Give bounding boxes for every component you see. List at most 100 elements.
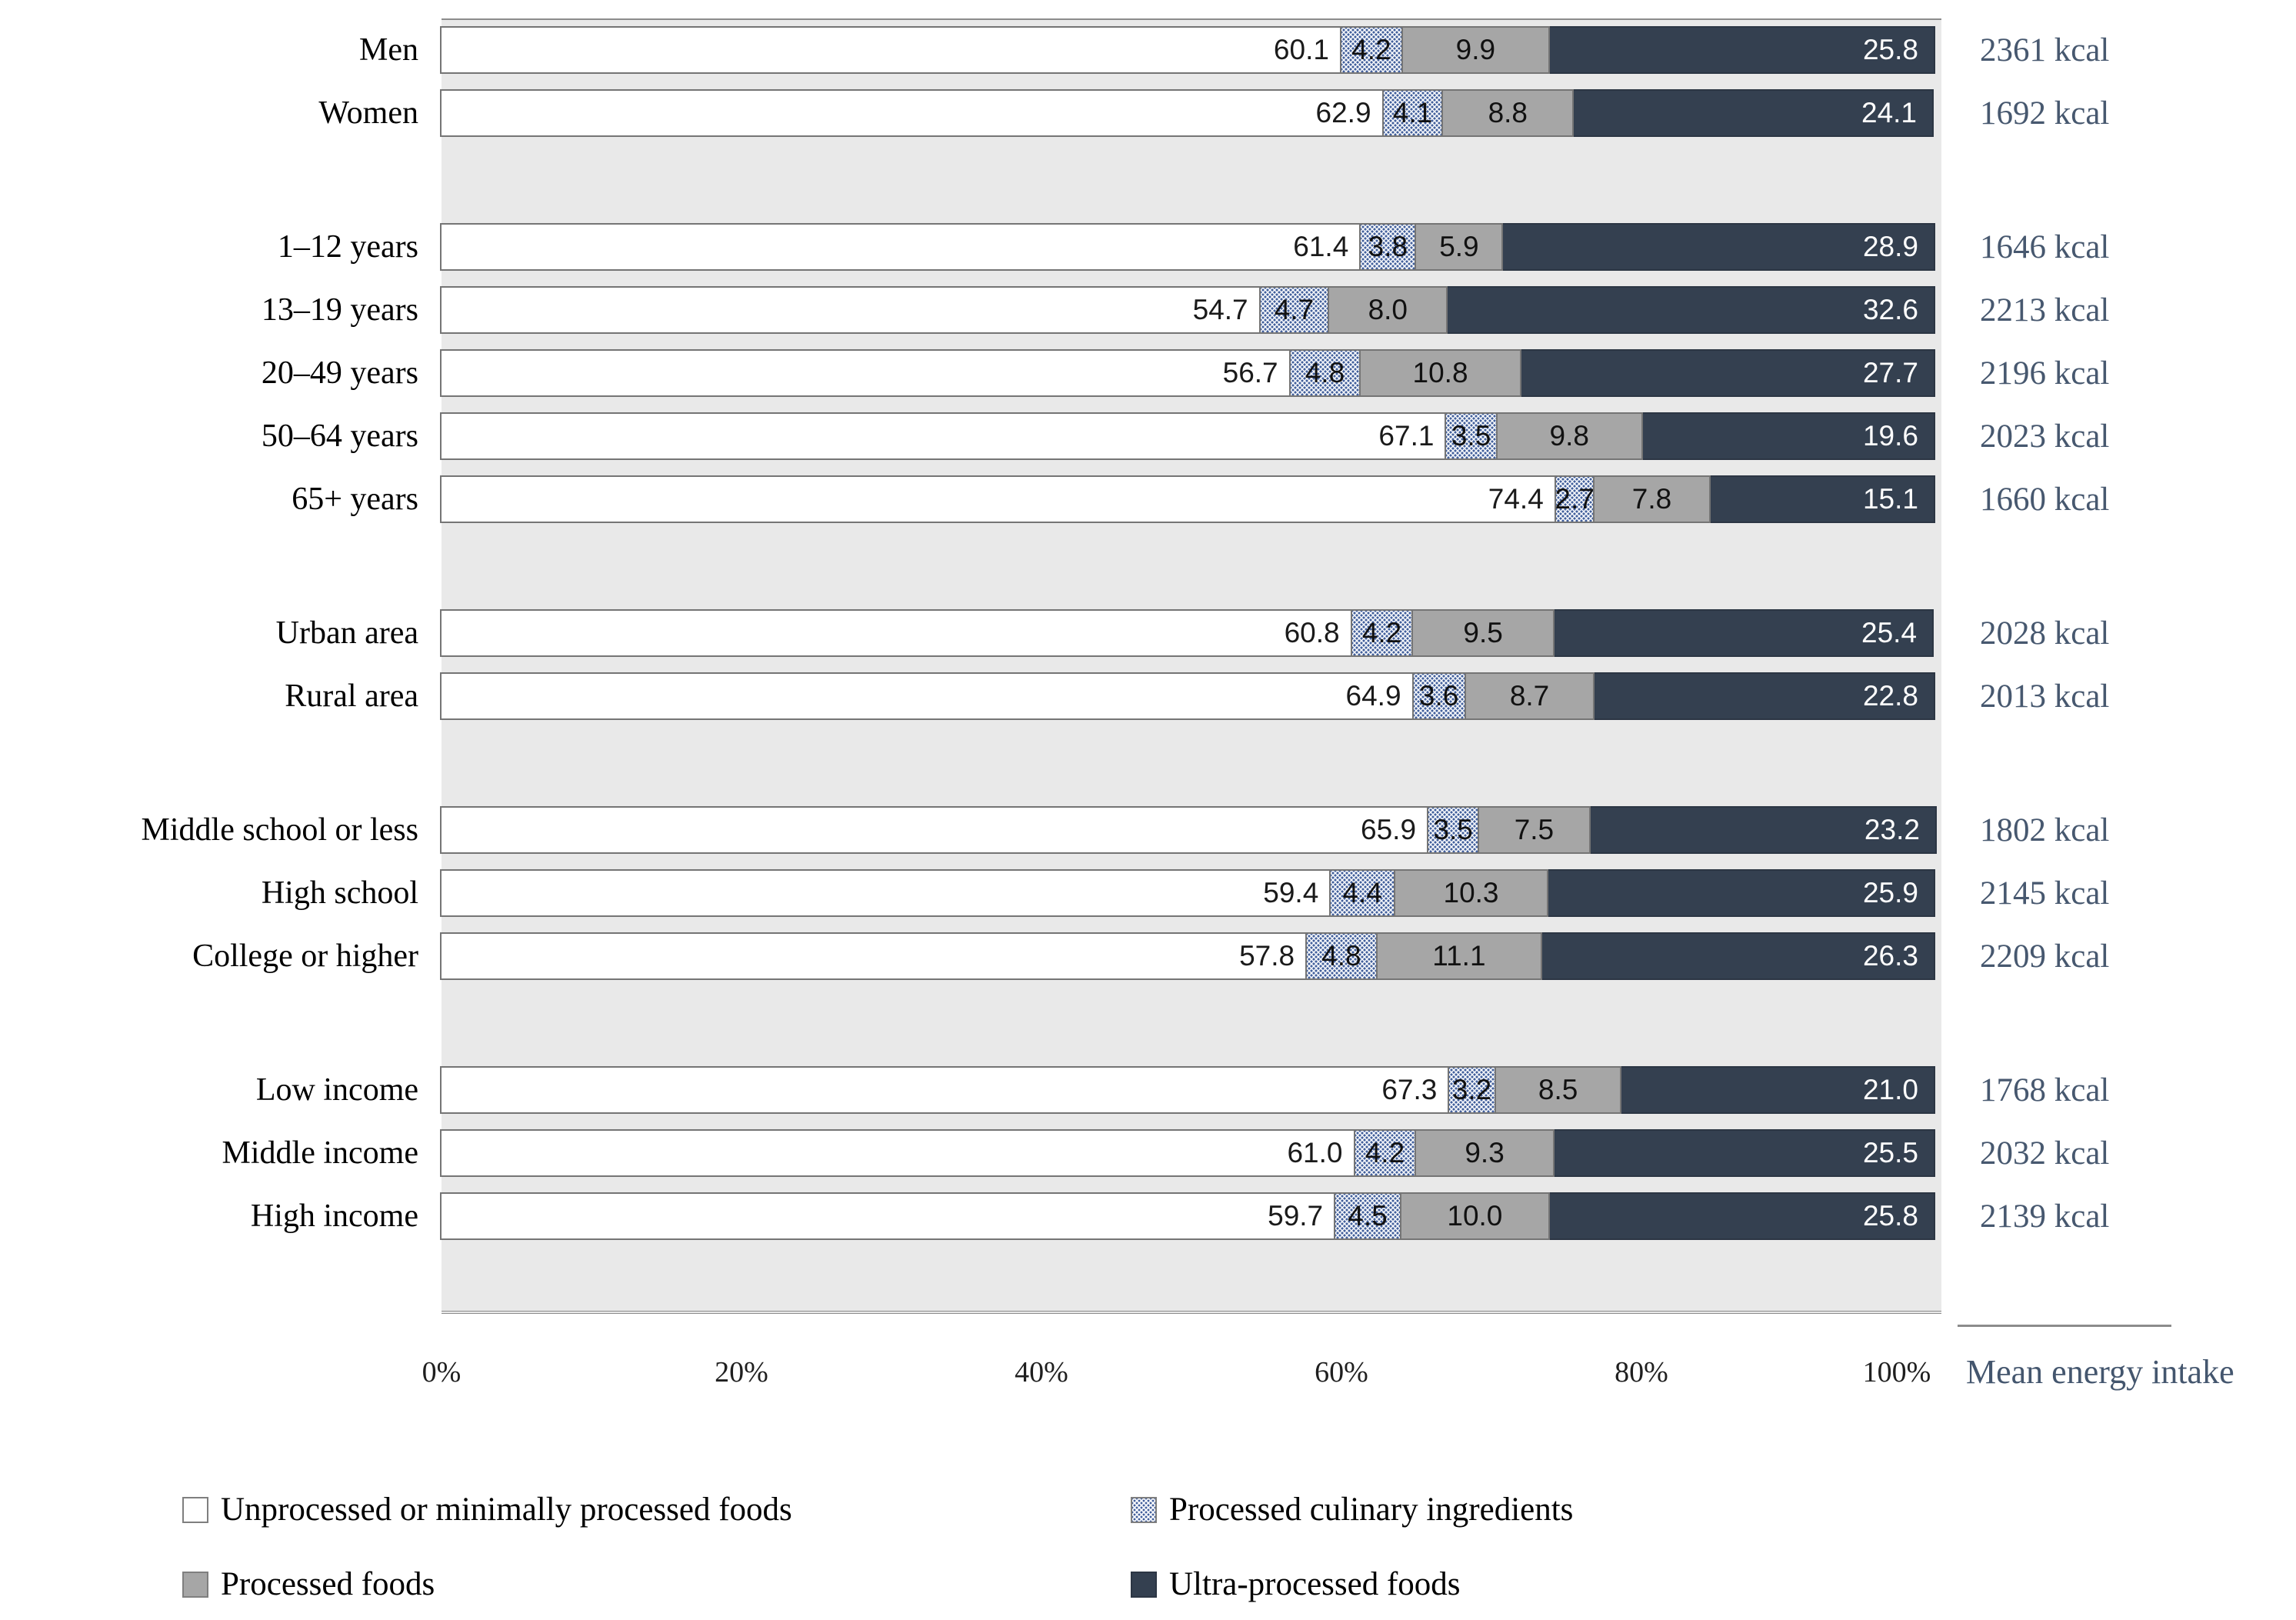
stacked-bar: 59.7 4.5 10.0 25.8 bbox=[440, 1192, 1940, 1240]
stacked-bar: 56.7 4.8 10.8 27.7 bbox=[440, 349, 1940, 397]
culinary-segment: 4.5 bbox=[1334, 1192, 1401, 1240]
x-axis-tick-label: 60% bbox=[1315, 1356, 1368, 1388]
processed-segment: 10.0 bbox=[1399, 1192, 1550, 1240]
unprocessed-segment: 62.9 bbox=[440, 89, 1384, 137]
segment-value-label: 8.5 bbox=[1538, 1074, 1578, 1105]
group-separator bbox=[0, 988, 2296, 1058]
culinary-segment: 3.8 bbox=[1359, 223, 1417, 271]
bar-row: Men 60.1 4.2 9.9 25.8 2361 kcal bbox=[0, 18, 2296, 82]
unprocessed-segment: 54.7 bbox=[440, 286, 1261, 334]
bar-row: 20–49 years 56.7 4.8 10.8 27.7 2196 kcal bbox=[0, 342, 2296, 405]
x-axis: 0% 20% 40% 60% 80% 100% bbox=[422, 1355, 1941, 1402]
segment-value-label: 59.7 bbox=[1268, 1200, 1324, 1232]
unprocessed-segment: 65.9 bbox=[440, 806, 1429, 854]
legend-item: Processed culinary ingredients bbox=[1131, 1491, 1573, 1528]
ultra-processed-swatch-icon bbox=[1131, 1571, 1157, 1598]
segment-value-label: 10.0 bbox=[1447, 1200, 1503, 1232]
segment-value-label: 4.8 bbox=[1305, 357, 1345, 388]
segment-value-label: 62.9 bbox=[1315, 97, 1371, 128]
segment-value-label: 61.4 bbox=[1293, 231, 1349, 262]
segment-value-label: 3.5 bbox=[1433, 814, 1473, 845]
processed-segment: 8.8 bbox=[1441, 89, 1575, 137]
x-axis-tick-label: 100% bbox=[1862, 1356, 1931, 1388]
mean-energy-intake-label: Mean energy intake bbox=[1966, 1353, 2234, 1391]
segment-value-label: 25.4 bbox=[1861, 617, 1918, 648]
group-separator bbox=[0, 145, 2296, 215]
culinary-segment: 3.5 bbox=[1427, 806, 1480, 854]
segment-value-label: 10.3 bbox=[1443, 877, 1499, 908]
legend-item: Processed foods bbox=[182, 1565, 1131, 1603]
stacked-bar: 67.1 3.5 9.8 19.6 bbox=[440, 412, 1940, 460]
stacked-bar: 57.8 4.8 11.1 26.3 bbox=[440, 932, 1940, 980]
segment-value-label: 4.1 bbox=[1392, 97, 1433, 128]
culinary-segment: 3.6 bbox=[1411, 672, 1466, 720]
mean-energy-value: 1646 kcal bbox=[1980, 228, 2110, 265]
ultra-processed-segment: 28.9 bbox=[1501, 223, 1935, 271]
segment-value-label: 22.8 bbox=[1862, 680, 1918, 712]
legend-label: Unprocessed or minimally processed foods bbox=[221, 1492, 792, 1528]
processed-segment: 7.8 bbox=[1593, 475, 1711, 523]
ultra-processed-segment: 21.0 bbox=[1620, 1066, 1935, 1114]
processed-segment: 8.0 bbox=[1328, 286, 1448, 334]
bar-row: Middle school or less 65.9 3.5 7.5 23.2 1802 … bbox=[0, 798, 2296, 862]
category-label: High income bbox=[250, 1198, 418, 1234]
mean-energy-value: 2213 kcal bbox=[1980, 292, 2110, 328]
stacked-bar: 65.9 3.5 7.5 23.2 bbox=[440, 806, 1940, 854]
segment-value-label: 3.5 bbox=[1451, 420, 1491, 452]
unprocessed-segment: 56.7 bbox=[440, 349, 1291, 397]
culinary-segment: 4.2 bbox=[1339, 26, 1403, 74]
stacked-bar: 54.7 4.7 8.0 32.6 bbox=[440, 286, 1940, 334]
segment-value-label: 54.7 bbox=[1192, 294, 1248, 325]
stacked-bar: 61.0 4.2 9.3 25.5 bbox=[440, 1129, 1940, 1177]
ultra-processed-segment: 22.8 bbox=[1593, 672, 1935, 720]
category-label: Urban area bbox=[275, 615, 418, 651]
legend-label: Processed foods bbox=[221, 1566, 435, 1602]
group-separator bbox=[0, 728, 2296, 798]
x-axis-tick-label: 0% bbox=[422, 1356, 462, 1388]
segment-value-label: 8.0 bbox=[1368, 294, 1408, 325]
category-label: 50–64 years bbox=[261, 418, 418, 454]
mean-energy-value: 2361 kcal bbox=[1980, 32, 2110, 68]
stacked-bar: 67.3 3.2 8.5 21.0 bbox=[440, 1066, 1940, 1114]
category-label: 65+ years bbox=[292, 482, 418, 517]
ultra-processed-segment: 19.6 bbox=[1641, 412, 1935, 460]
segment-value-label: 57.8 bbox=[1239, 940, 1295, 972]
legend-label: Ultra-processed foods bbox=[1169, 1566, 1461, 1602]
category-label: 1–12 years bbox=[277, 229, 418, 265]
culinary-segment: 3.5 bbox=[1445, 412, 1498, 460]
unprocessed-segment: 59.7 bbox=[440, 1192, 1336, 1240]
culinary-segment: 4.1 bbox=[1381, 89, 1444, 137]
stacked-bar: 62.9 4.1 8.8 24.1 bbox=[440, 89, 1940, 137]
unprocessed-segment: 57.8 bbox=[440, 932, 1308, 980]
legend-item: Unprocessed or minimally processed foods bbox=[182, 1491, 1131, 1528]
processed-segment: 7.5 bbox=[1478, 806, 1591, 854]
category-label: Women bbox=[318, 95, 418, 131]
stacked-bar: 74.4 2.7 7.8 15.1 bbox=[440, 475, 1940, 523]
segment-value-label: 24.1 bbox=[1861, 97, 1918, 128]
mean-energy-value: 1660 kcal bbox=[1980, 481, 2110, 518]
bar-row: Low income 67.3 3.2 8.5 21.0 1768 kcal bbox=[0, 1058, 2296, 1122]
stacked-bar: 60.1 4.2 9.9 25.8 bbox=[440, 26, 1940, 74]
segment-value-label: 9.5 bbox=[1463, 617, 1503, 648]
bar-row: 50–64 years 67.1 3.5 9.8 19.6 2023 kcal bbox=[0, 405, 2296, 468]
ultra-processed-segment: 32.6 bbox=[1446, 286, 1935, 334]
x-axis-tick-label: 80% bbox=[1615, 1356, 1668, 1388]
culinary-segment: 4.8 bbox=[1305, 932, 1378, 980]
bar-row: Urban area 60.8 4.2 9.5 25.4 2028 kcal bbox=[0, 602, 2296, 665]
segment-value-label: 4.5 bbox=[1348, 1200, 1388, 1232]
processed-segment: 8.7 bbox=[1464, 672, 1595, 720]
category-label: Middle school or less bbox=[141, 812, 418, 848]
stacked-bar: 61.4 3.8 5.9 28.9 bbox=[440, 223, 1940, 271]
segment-value-label: 9.8 bbox=[1549, 420, 1589, 452]
ultra-processed-segment: 15.1 bbox=[1708, 475, 1935, 523]
stacked-bar: 59.4 4.4 10.3 25.9 bbox=[440, 869, 1940, 917]
x-axis-tick-label: 40% bbox=[1015, 1356, 1068, 1388]
segment-value-label: 7.8 bbox=[1631, 483, 1672, 515]
category-label: Middle income bbox=[222, 1135, 418, 1171]
ultra-processed-segment: 23.2 bbox=[1588, 806, 1937, 854]
unprocessed-segment: 74.4 bbox=[440, 475, 1556, 523]
processed-segment: 9.3 bbox=[1415, 1129, 1555, 1177]
x-axis-tick-label: 20% bbox=[715, 1356, 768, 1388]
segment-value-label: 74.4 bbox=[1488, 483, 1544, 515]
